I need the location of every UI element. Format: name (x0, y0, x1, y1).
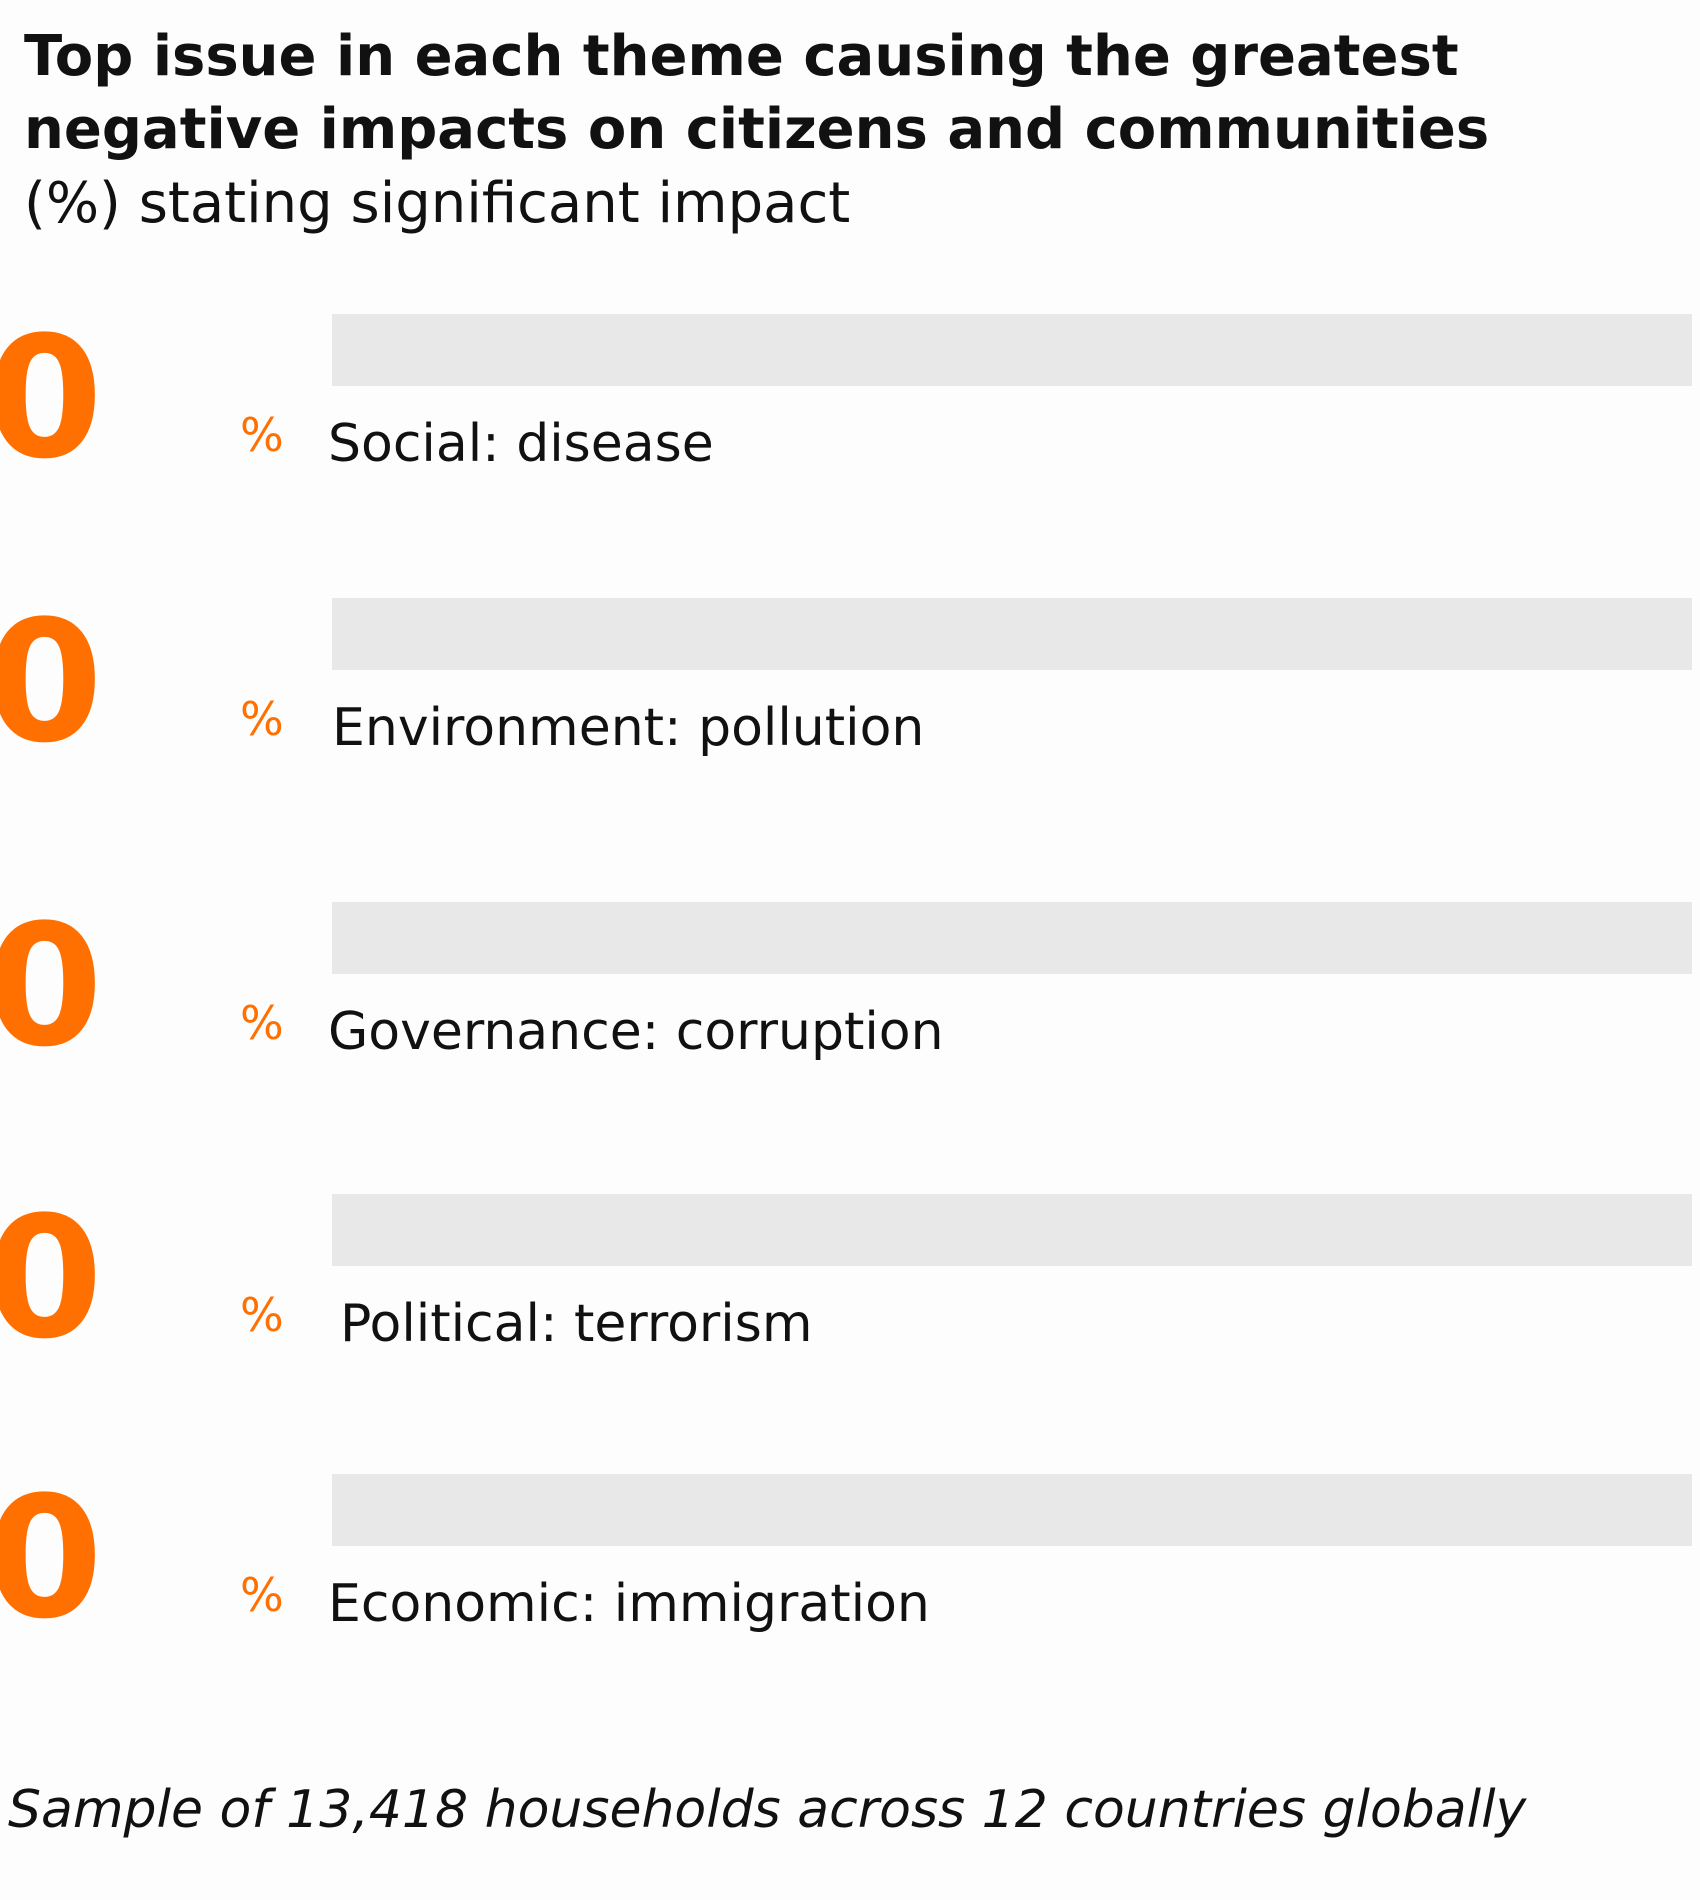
bar-value-label: 0 (0, 1180, 103, 1376)
bar-value-label: 0 (0, 584, 103, 780)
bar-track (332, 314, 1692, 386)
bar-value-label: 0 (0, 1460, 103, 1656)
bar-track (332, 1194, 1692, 1266)
percent-symbol: % (240, 692, 284, 746)
chart-subtitle: (%) stating significant impact (24, 171, 851, 236)
footnote: Sample of 13,418 households across 12 co… (8, 1780, 1527, 1840)
bar-track (332, 902, 1692, 974)
bar-row-governance: 0 % Governance: corruption (0, 902, 1700, 1082)
percent-symbol: % (240, 1288, 284, 1342)
bar-category-label: Governance: corruption (328, 1002, 944, 1062)
bar-value-label: 0 (0, 888, 103, 1084)
bar-row-social: 0 % Social: disease (0, 314, 1700, 494)
percent-symbol: % (240, 408, 284, 462)
bar-row-environment: 0 % Environment: pollution (0, 598, 1700, 778)
bar-row-political: 0 % Political: terrorism (0, 1194, 1700, 1374)
bar-track (332, 1474, 1692, 1546)
bar-category-label: Social: disease (328, 414, 714, 474)
bar-category-label: Economic: immigration (328, 1574, 930, 1634)
percent-symbol: % (240, 996, 284, 1050)
bar-row-economic: 0 % Economic: immigration (0, 1474, 1700, 1654)
bar-value-label: 0 (0, 300, 103, 496)
chart-title: Top issue in each theme causing the grea… (24, 24, 1490, 162)
bar-track (332, 598, 1692, 670)
percent-symbol: % (240, 1568, 284, 1622)
bar-category-label: Environment: pollution (332, 698, 925, 758)
bar-category-label: Political: terrorism (340, 1294, 813, 1354)
